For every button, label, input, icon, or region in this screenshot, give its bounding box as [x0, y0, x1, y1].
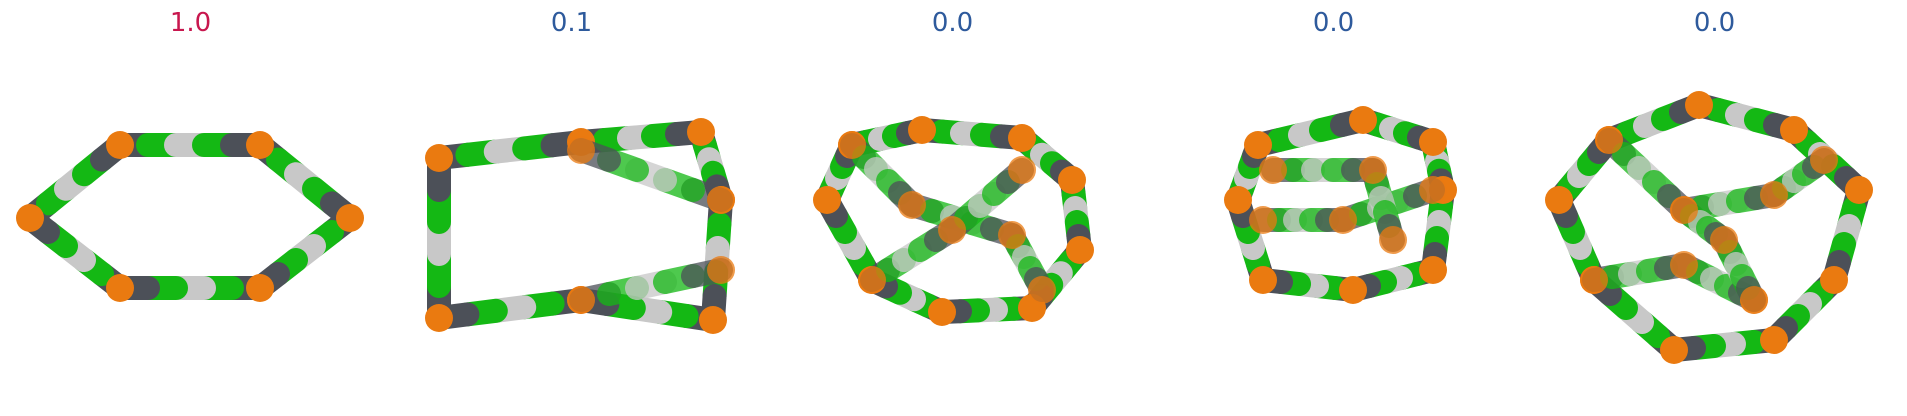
atom-node — [246, 131, 274, 159]
atom-node — [1419, 128, 1447, 156]
atom-node — [1545, 186, 1573, 214]
score-label: 1.0 — [169, 8, 212, 38]
atom-node — [1595, 126, 1623, 154]
atom-node — [1066, 236, 1094, 264]
atom-node — [813, 186, 841, 214]
atom-node — [1359, 156, 1387, 184]
atom-node — [1349, 106, 1377, 134]
atom-node — [1820, 266, 1848, 294]
atom-node — [898, 191, 926, 219]
atom-node — [928, 298, 956, 326]
atom-node — [246, 274, 274, 302]
atom-node — [1580, 266, 1608, 294]
atom-node — [938, 216, 966, 244]
atom-node — [1685, 91, 1713, 119]
atom-node — [908, 116, 936, 144]
panel-2: 0.1 — [381, 0, 762, 416]
atom-node — [1224, 186, 1252, 214]
atom-node — [1249, 266, 1277, 294]
atom-node — [1810, 146, 1838, 174]
molecule-render — [16, 131, 364, 302]
atom-node — [998, 221, 1026, 249]
atom-node — [1670, 251, 1698, 279]
atom-node — [1244, 131, 1272, 159]
molecule-cage-structure — [1545, 91, 1873, 364]
panel-3: 0.0 — [762, 0, 1143, 416]
atom-node — [1058, 166, 1086, 194]
atom-node — [1008, 156, 1036, 184]
atom-node — [1339, 276, 1367, 304]
atom-node — [1008, 124, 1036, 152]
atom-node — [699, 306, 727, 334]
panel-5: 0.0 — [1524, 0, 1905, 416]
molecule-render — [1224, 106, 1457, 304]
atom-node — [1845, 176, 1873, 204]
atom-node — [106, 131, 134, 159]
atom-node — [1780, 116, 1808, 144]
atom-node — [425, 304, 453, 332]
atom-node — [858, 266, 886, 294]
atom-node — [106, 274, 134, 302]
score-label: 0.0 — [1312, 8, 1355, 38]
atom-node — [1329, 206, 1357, 234]
atom-node — [707, 186, 735, 214]
molecule-cage-structure — [425, 118, 735, 334]
molecule-ring-structure — [16, 131, 364, 302]
atom-node — [567, 136, 595, 164]
molecule-cage-structure — [1224, 106, 1457, 304]
molecule-render — [1545, 91, 1873, 364]
score-label: 0.0 — [1693, 8, 1736, 38]
atom-node — [1710, 226, 1738, 254]
atom-node — [1670, 196, 1698, 224]
score-label: 0.1 — [550, 8, 593, 38]
panel-4: 0.0 — [1143, 0, 1524, 416]
atom-node — [1249, 206, 1277, 234]
atom-node — [1259, 156, 1287, 184]
atom-node — [1379, 226, 1407, 254]
atom-node — [425, 144, 453, 172]
atom-node — [1419, 256, 1447, 284]
molecule-render — [425, 118, 735, 334]
atom-node — [1760, 181, 1788, 209]
atom-node — [567, 286, 595, 314]
panel-1: 1.0 — [0, 0, 381, 416]
atom-node — [1660, 336, 1688, 364]
score-label: 0.0 — [931, 8, 974, 38]
atom-node — [1760, 326, 1788, 354]
atom-node — [1740, 286, 1768, 314]
atom-node — [838, 131, 866, 159]
atom-node — [1419, 176, 1447, 204]
molecule-render — [813, 116, 1094, 326]
atom-node — [16, 204, 44, 232]
molecule-cage-structure — [813, 116, 1094, 326]
atom-node — [687, 118, 715, 146]
atom-node — [1028, 276, 1056, 304]
atom-node — [336, 204, 364, 232]
atom-node — [707, 256, 735, 284]
